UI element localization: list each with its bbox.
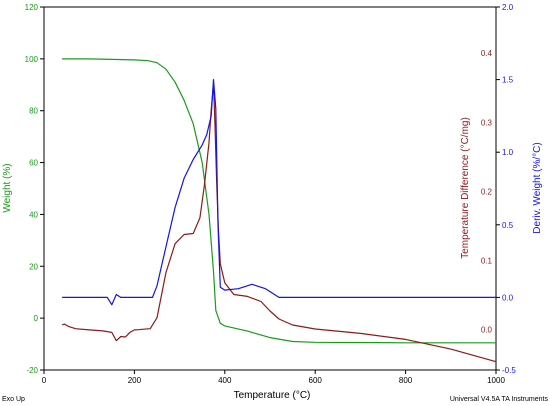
weight-tick-label: 0 [34,314,39,323]
weight-tick-label: 100 [25,55,39,64]
deriv-tick-label: -0.5 [502,366,516,375]
temp-diff-tick-label: 0.2 [481,187,493,196]
deriv-tick-label: 1.5 [502,76,514,85]
weight-series-line [62,58,496,344]
footer-left-text: Exo Up [2,396,25,403]
weight-axis-ticks: -20 0 20 40 60 80 100 120 [25,3,44,375]
temp-diff-tick-label: 0.3 [481,118,493,127]
x-tick-label: 600 [309,376,323,385]
plot-area [43,6,497,371]
temp-diff-axis-title: Temperature Difference (°C/mg) [460,117,471,259]
weight-tick-label: -20 [26,366,38,375]
deriv-axis-title: Deriv. Weight (%/°C) [532,142,543,233]
x-tick-label: 0 [42,376,47,385]
series-layer [61,58,497,363]
deriv-axis-ticks: -0.5 0.0 0.5 1.0 1.5 2.0 [496,3,516,375]
footer-right-text: Universal V4.5A TA Instruments [450,396,549,403]
temp-diff-series-line [61,82,497,363]
x-tick-label: 200 [128,376,142,385]
temp-diff-tick-label: 0.1 [481,257,493,266]
weight-tick-label: 60 [29,159,38,168]
temp-diff-axis-ticks: 0.0 0.1 0.2 0.3 0.4 [481,49,493,335]
deriv-tick-label: 2.0 [502,3,514,12]
deriv-tick-label: 0.0 [502,293,514,302]
deriv-weight-series-line [62,78,496,306]
deriv-tick-label: 1.0 [502,148,514,157]
weight-tick-label: 80 [29,107,38,116]
x-tick-label: 800 [399,376,413,385]
weight-tick-label: 40 [29,210,38,219]
weight-tick-label: 20 [29,262,38,271]
x-axis-title: Temperature (°C) [234,390,311,401]
x-tick-label: 1000 [487,376,505,385]
x-tick-label: 400 [218,376,232,385]
x-axis-ticks: 0 200 400 600 800 1000 [42,370,505,385]
weight-axis-title: Weight (%) [2,163,13,212]
temp-diff-tick-label: 0.4 [481,49,493,58]
deriv-tick-label: 0.5 [502,221,514,230]
temp-diff-tick-label: 0.0 [481,326,493,335]
weight-tick-label: 120 [25,3,39,12]
